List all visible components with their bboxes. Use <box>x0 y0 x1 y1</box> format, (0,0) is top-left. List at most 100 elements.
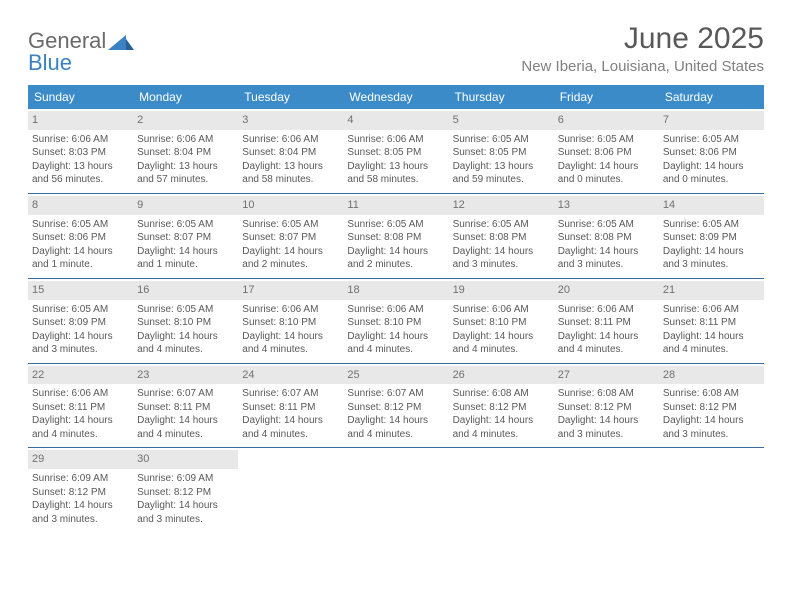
sunrise-line: Sunrise: 6:08 AM <box>453 387 550 401</box>
dow-monday: Monday <box>133 85 238 109</box>
day-number: 30 <box>133 450 238 469</box>
sunset-line: Sunset: 8:08 PM <box>347 231 444 245</box>
daylight-line: Daylight: 14 hours and 3 minutes. <box>558 414 655 441</box>
day-number: 26 <box>449 366 554 385</box>
calendar-day: 5 Sunrise: 6:05 AMSunset: 8:05 PMDaylight… <box>449 109 554 193</box>
calendar-day: 26Sunrise: 6:08 AMSunset: 8:12 PMDayligh… <box>449 364 554 448</box>
day-number: 23 <box>133 366 238 385</box>
calendar-day: 7Sunrise: 6:05 AMSunset: 8:06 PMDaylight… <box>659 109 764 193</box>
day-number: 9 <box>133 196 238 215</box>
sunrise-line: Sunrise: 6:05 AM <box>663 218 760 232</box>
day-number: 24 <box>238 366 343 385</box>
sunset-line: Sunset: 8:10 PM <box>242 316 339 330</box>
calendar-day-empty: . <box>343 448 448 532</box>
calendar-day-empty: . <box>449 448 554 532</box>
day-number: 19 <box>449 281 554 300</box>
sunrise-line: Sunrise: 6:06 AM <box>347 303 444 317</box>
sunrise-line: Sunrise: 6:05 AM <box>663 133 760 147</box>
dow-friday: Friday <box>554 85 659 109</box>
sunrise-line: Sunrise: 6:05 AM <box>453 133 550 147</box>
title-block: June 2025 New Iberia, Louisiana, United … <box>521 22 764 75</box>
sunrise-line: Sunrise: 6:06 AM <box>347 133 444 147</box>
sunrise-line: Sunrise: 6:08 AM <box>663 387 760 401</box>
logo-text: General Blue <box>28 30 106 74</box>
sunset-line: Sunset: 8:12 PM <box>32 486 129 500</box>
calendar-day: 15Sunrise: 6:05 AMSunset: 8:09 PMDayligh… <box>28 279 133 363</box>
calendar-day: 25Sunrise: 6:07 AMSunset: 8:12 PMDayligh… <box>343 364 448 448</box>
calendar-day: 28Sunrise: 6:08 AMSunset: 8:12 PMDayligh… <box>659 364 764 448</box>
daylight-line: Daylight: 14 hours and 3 minutes. <box>663 414 760 441</box>
daylight-line: Daylight: 14 hours and 1 minute. <box>137 245 234 272</box>
day-number: 2 <box>133 111 238 130</box>
sunset-line: Sunset: 8:12 PM <box>137 486 234 500</box>
sunset-line: Sunset: 8:06 PM <box>663 146 760 160</box>
daylight-line: Daylight: 14 hours and 4 minutes. <box>242 414 339 441</box>
calendar-day: 16Sunrise: 6:05 AMSunset: 8:10 PMDayligh… <box>133 279 238 363</box>
calendar-day: 20Sunrise: 6:06 AMSunset: 8:11 PMDayligh… <box>554 279 659 363</box>
dow-thursday: Thursday <box>449 85 554 109</box>
calendar-day: 8Sunrise: 6:05 AMSunset: 8:06 PMDaylight… <box>28 194 133 278</box>
day-number: 3 <box>238 111 343 130</box>
sunset-line: Sunset: 8:12 PM <box>558 401 655 415</box>
logo: General Blue <box>28 22 134 74</box>
dow-saturday: Saturday <box>659 85 764 109</box>
day-number: 29 <box>28 450 133 469</box>
sunset-line: Sunset: 8:12 PM <box>453 401 550 415</box>
daylight-line: Daylight: 14 hours and 4 minutes. <box>137 414 234 441</box>
dow-wednesday: Wednesday <box>343 85 448 109</box>
day-number: 14 <box>659 196 764 215</box>
day-number: 6 <box>554 111 659 130</box>
sunset-line: Sunset: 8:05 PM <box>453 146 550 160</box>
sunrise-line: Sunrise: 6:06 AM <box>137 133 234 147</box>
dow-sunday: Sunday <box>28 85 133 109</box>
logo-mark-icon <box>108 32 134 52</box>
sunrise-line: Sunrise: 6:05 AM <box>137 303 234 317</box>
calendar-day: 21Sunrise: 6:06 AMSunset: 8:11 PMDayligh… <box>659 279 764 363</box>
daylight-line: Daylight: 14 hours and 4 minutes. <box>558 330 655 357</box>
sunrise-line: Sunrise: 6:05 AM <box>137 218 234 232</box>
sunset-line: Sunset: 8:04 PM <box>242 146 339 160</box>
sunset-line: Sunset: 8:11 PM <box>242 401 339 415</box>
calendar-day: 24 Sunrise: 6:07 AMSunset: 8:11 PMDayligh… <box>238 364 343 448</box>
day-number: 17 <box>238 281 343 300</box>
calendar-day: 6Sunrise: 6:05 AMSunset: 8:06 PMDaylight… <box>554 109 659 193</box>
calendar-day: 3Sunrise: 6:06 AMSunset: 8:04 PMDaylight… <box>238 109 343 193</box>
calendar-day: 10Sunrise: 6:05 AMSunset: 8:07 PMDayligh… <box>238 194 343 278</box>
page-title: June 2025 <box>521 22 764 56</box>
day-number: 5 <box>449 111 554 130</box>
calendar-day: 19Sunrise: 6:06 AMSunset: 8:10 PMDayligh… <box>449 279 554 363</box>
daylight-line: Daylight: 14 hours and 3 minutes. <box>663 245 760 272</box>
calendar-day-empty: . <box>238 448 343 532</box>
daylight-line: Daylight: 14 hours and 2 minutes. <box>242 245 339 272</box>
sunrise-line: Sunrise: 6:06 AM <box>453 303 550 317</box>
calendar-day: 17Sunrise: 6:06 AMSunset: 8:10 PMDayligh… <box>238 279 343 363</box>
day-number: 4 <box>343 111 448 130</box>
daylight-line: Daylight: 13 hours and 57 minutes. <box>137 160 234 187</box>
sunrise-line: Sunrise: 6:09 AM <box>32 472 129 486</box>
day-number: 21 <box>659 281 764 300</box>
sunrise-line: Sunrise: 6:07 AM <box>242 387 339 401</box>
logo-word2: Blue <box>28 50 72 75</box>
sunset-line: Sunset: 8:12 PM <box>347 401 444 415</box>
daylight-line: Daylight: 13 hours and 58 minutes. <box>242 160 339 187</box>
calendar-day-empty: . <box>659 448 764 532</box>
sunset-line: Sunset: 8:11 PM <box>137 401 234 415</box>
calendar-day: 2Sunrise: 6:06 AMSunset: 8:04 PMDaylight… <box>133 109 238 193</box>
sunset-line: Sunset: 8:03 PM <box>32 146 129 160</box>
calendar-week: 22Sunrise: 6:06 AMSunset: 8:11 PMDayligh… <box>28 363 764 448</box>
calendar-day-empty: . <box>554 448 659 532</box>
header: General Blue June 2025 New Iberia, Louis… <box>28 22 764 75</box>
day-number: 7 <box>659 111 764 130</box>
daylight-line: Daylight: 14 hours and 0 minutes. <box>558 160 655 187</box>
daylight-line: Daylight: 14 hours and 4 minutes. <box>137 330 234 357</box>
daylight-line: Daylight: 14 hours and 3 minutes. <box>32 499 129 526</box>
daylight-line: Daylight: 13 hours and 59 minutes. <box>453 160 550 187</box>
sunset-line: Sunset: 8:07 PM <box>137 231 234 245</box>
daylight-line: Daylight: 14 hours and 3 minutes. <box>32 330 129 357</box>
calendar-day: 12Sunrise: 6:05 AMSunset: 8:08 PMDayligh… <box>449 194 554 278</box>
sunrise-line: Sunrise: 6:08 AM <box>558 387 655 401</box>
day-number: 10 <box>238 196 343 215</box>
calendar: Sunday Monday Tuesday Wednesday Thursday… <box>28 85 764 532</box>
calendar-week: 1Sunrise: 6:06 AMSunset: 8:03 PMDaylight… <box>28 109 764 193</box>
sunset-line: Sunset: 8:09 PM <box>663 231 760 245</box>
